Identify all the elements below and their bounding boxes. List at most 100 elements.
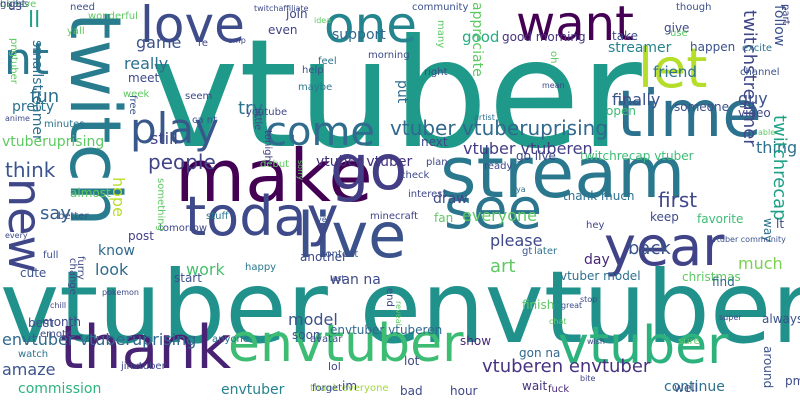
word: twitchrecap <box>769 115 790 221</box>
word: re <box>198 38 209 49</box>
word: year <box>604 215 725 278</box>
word: vtuber model <box>560 269 641 283</box>
word: say <box>40 203 72 224</box>
word: hey <box>586 220 605 231</box>
word: envtuber <box>221 382 285 398</box>
word: day <box>584 252 610 268</box>
word: lot <box>404 354 420 368</box>
word: seem <box>185 91 213 102</box>
word: minecraft <box>370 211 419 222</box>
word: vtuber vtuber <box>316 154 413 170</box>
word: forget <box>312 383 342 394</box>
word: wish <box>587 337 606 346</box>
word: free <box>127 95 138 115</box>
word: cute <box>20 266 47 280</box>
word: chat <box>549 317 567 326</box>
word: show <box>460 334 492 348</box>
word: stop <box>580 295 598 304</box>
word: jinvtuber <box>121 361 166 372</box>
word: vtuberen envtuber <box>482 356 651 377</box>
word: change <box>67 258 78 295</box>
word: vtuber vtuberuprising <box>390 116 609 140</box>
word: around <box>761 346 775 389</box>
word: favorite <box>697 212 744 226</box>
word: debut <box>260 159 290 170</box>
word: hour <box>450 384 478 398</box>
word: envtuber vtuberen <box>330 323 443 337</box>
word: check <box>400 170 430 181</box>
word: much <box>738 254 783 273</box>
word: envtuber vtuberuprising <box>2 330 197 349</box>
word: happy <box>245 262 277 273</box>
word: everyone <box>462 206 537 225</box>
word: us <box>8 0 22 13</box>
word: always <box>762 312 800 326</box>
word: watch <box>18 349 49 360</box>
word: later <box>534 246 558 257</box>
word: need <box>70 2 95 13</box>
word: bad <box>400 384 423 398</box>
word: able <box>758 128 776 137</box>
word: part <box>780 4 791 25</box>
word: oh <box>548 51 559 64</box>
word: super <box>719 313 742 322</box>
word: reveal <box>394 301 403 326</box>
word: right <box>424 67 448 78</box>
word: mean <box>542 81 565 90</box>
word: pokemon <box>102 288 139 297</box>
word: look <box>95 260 129 279</box>
word: community <box>412 2 469 13</box>
word: really <box>124 54 169 73</box>
word: stuff <box>206 211 229 222</box>
word: vtuberuprising <box>2 134 105 150</box>
word: someone <box>674 100 729 114</box>
word: lol <box>328 360 341 373</box>
word: let <box>638 37 708 100</box>
word: think <box>5 158 56 182</box>
word: commission <box>18 381 102 397</box>
word: work <box>186 260 225 279</box>
word: something <box>155 178 166 231</box>
word: emote <box>40 329 73 340</box>
word: anyone <box>212 334 249 345</box>
word: way <box>761 218 775 243</box>
word: wait <box>522 379 548 393</box>
word: thank much <box>563 189 635 203</box>
word: vtuber <box>150 8 642 182</box>
word: avatar <box>310 334 343 345</box>
word: sure <box>678 336 700 347</box>
word: lt <box>776 217 785 231</box>
word: video <box>738 106 771 120</box>
word: thank <box>60 313 232 383</box>
word: go live <box>516 149 556 163</box>
word: morning <box>368 50 410 61</box>
word: art <box>490 256 516 277</box>
word: envtuber <box>228 314 464 374</box>
word: love <box>140 0 245 54</box>
word: tomorrow <box>159 223 208 234</box>
word: live <box>297 199 407 272</box>
word: game <box>136 33 182 52</box>
word: night <box>0 0 26 10</box>
word: almost <box>70 186 111 200</box>
word: feel <box>318 56 337 67</box>
word: believe <box>0 0 37 10</box>
word: maybe <box>298 82 333 93</box>
word: amaze <box>2 360 56 379</box>
word: today <box>185 185 339 248</box>
word: excite <box>742 43 773 54</box>
word: guess <box>0 0 30 10</box>
word: end <box>384 288 395 307</box>
word: take <box>612 29 638 43</box>
word: chill <box>50 301 67 310</box>
word: ready <box>484 161 513 172</box>
word: back <box>628 238 671 259</box>
word: bite <box>580 374 596 383</box>
word: first <box>658 188 698 212</box>
word: find <box>712 275 735 289</box>
word: even <box>268 23 298 37</box>
word: plan <box>426 157 448 168</box>
word: time <box>617 78 762 152</box>
word: go <box>330 131 408 204</box>
word: best <box>28 316 54 330</box>
